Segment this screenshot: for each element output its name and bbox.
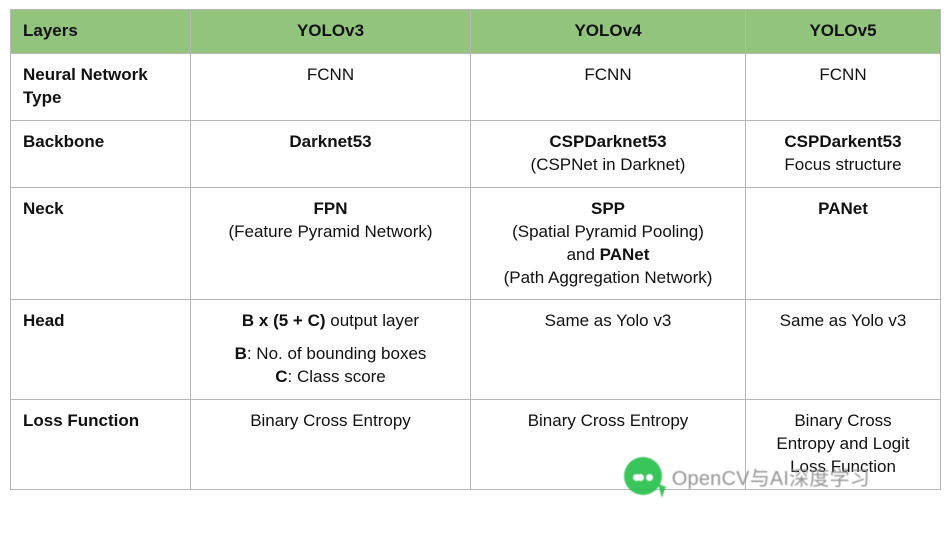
cell: B x (5 + C) output layer B: No. of bound… (191, 300, 471, 400)
watermark-text: OpenCV与AI深度学习 (672, 462, 870, 491)
col-yolov3: YOLOv3 (191, 10, 471, 54)
sub-text: (Path Aggregation Network) (504, 268, 713, 287)
line: Entropy and Logit (776, 434, 909, 453)
cell: FCNN (471, 53, 746, 120)
col-yolov5: YOLOv5 (746, 10, 941, 54)
sub-text: (Feature Pyramid Network) (228, 222, 432, 241)
cell: SPP (Spatial Pyramid Pooling) and PANet … (471, 187, 746, 300)
cell: FCNN (746, 53, 941, 120)
row-label: Backbone (11, 120, 191, 187)
cell: Binary Cross Entropy (191, 400, 471, 490)
cell: Same as Yolo v3 (471, 300, 746, 400)
table-row: Backbone Darknet53 CSPDarknet53 (CSPNet … (11, 120, 941, 187)
bold-text: C (275, 367, 287, 386)
bold-text: B x (5 + C) (242, 311, 326, 330)
bold-text: B (235, 344, 247, 363)
row-label: Neural Network Type (11, 53, 191, 120)
cell: PANet (746, 187, 941, 300)
sub-text: : No. of bounding boxes (247, 344, 427, 363)
sub-text: Focus structure (784, 155, 901, 174)
sub-text: output layer (326, 311, 420, 330)
cell: Darknet53 (191, 120, 471, 187)
sub-text: and (567, 245, 600, 264)
watermark-badge: OpenCV与AI深度学习 (624, 457, 870, 495)
bold-text: PANet (818, 199, 868, 218)
wechat-icon (624, 457, 662, 495)
col-yolov4: YOLOv4 (471, 10, 746, 54)
row-label: Loss Function (11, 400, 191, 490)
sub-text: (Spatial Pyramid Pooling) (512, 222, 704, 241)
cell: FCNN (191, 53, 471, 120)
bold-text: FPN (314, 199, 348, 218)
table-row: Head B x (5 + C) output layer B: No. of … (11, 300, 941, 400)
comparison-table: Layers YOLOv3 YOLOv4 YOLOv5 Neural Netwo… (10, 9, 941, 490)
table-row: Neural Network Type FCNN FCNN FCNN (11, 53, 941, 120)
sub-text: (CSPNet in Darknet) (531, 155, 686, 174)
bold-text: CSPDarknet53 (549, 132, 666, 151)
row-label: Neck (11, 187, 191, 300)
table-header-row: Layers YOLOv3 YOLOv4 YOLOv5 (11, 10, 941, 54)
cell: FPN (Feature Pyramid Network) (191, 187, 471, 300)
cell: Same as Yolo v3 (746, 300, 941, 400)
bold-text: Darknet53 (289, 132, 371, 151)
bold-text: PANet (600, 245, 650, 264)
line: Binary Cross (794, 411, 891, 430)
sub-text: : Class score (288, 367, 386, 386)
table-row: Neck FPN (Feature Pyramid Network) SPP (… (11, 187, 941, 300)
cell: CSPDarkent53 Focus structure (746, 120, 941, 187)
cell: CSPDarknet53 (CSPNet in Darknet) (471, 120, 746, 187)
row-label: Head (11, 300, 191, 400)
bold-text: SPP (591, 199, 625, 218)
col-layers: Layers (11, 10, 191, 54)
bold-text: CSPDarkent53 (784, 132, 901, 151)
